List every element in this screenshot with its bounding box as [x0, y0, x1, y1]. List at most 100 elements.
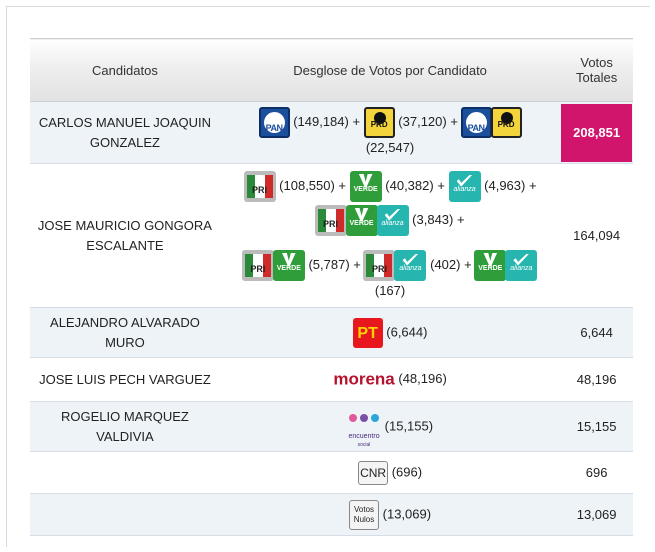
pri-white-stripe: [325, 208, 336, 232]
vote-breakdown: morena (48,196): [220, 358, 560, 402]
total-votes: 48,196: [576, 372, 617, 387]
table-row: CNR (696) 696: [30, 452, 633, 494]
pri-logo-text: PRI: [323, 218, 339, 229]
pt-logo-icon: PT: [352, 317, 383, 348]
verde-logo-text: VERDE: [349, 219, 374, 227]
total-votes: 13,069: [576, 507, 617, 522]
vote-part: (48,196): [398, 371, 447, 387]
pan-logo-icon: PAN: [258, 107, 290, 138]
total-votes-cell: 208,851: [560, 102, 633, 164]
prd-logo-text: PRD: [497, 120, 515, 129]
nulos-text-line2: Nulos: [353, 514, 375, 524]
alianza-logo-text: alianza: [381, 219, 404, 227]
pri-alianza-coalition-icon: PRI alianza: [363, 249, 427, 281]
pri-white-stripe: [252, 253, 263, 277]
pri-verde-alianza-coalition-icon: PRI VERDE alianza: [314, 204, 409, 236]
results-table: Candidatos Desglose de Votos por Candida…: [30, 38, 633, 536]
verde-logo-text: VERDE: [276, 264, 301, 272]
votos-nulos-label-icon: Votos Nulos: [349, 499, 380, 530]
table-row: ROGELIO MARQUEZ VALDIVIA encuentro socia…: [30, 401, 633, 452]
vote-breakdown: PRI (108,550) + VERDE (40,382) + alianza…: [220, 164, 560, 308]
vote-part: (6,644): [386, 323, 428, 339]
pt-logo-text: PT: [357, 324, 378, 342]
candidate-name: [30, 452, 220, 494]
morena-logo-icon: morena: [333, 369, 395, 389]
pri-logo-icon: PRI: [363, 249, 396, 281]
header-votos-totales[interactable]: Votos Totales: [560, 38, 633, 102]
prd-logo-text: PRD: [370, 120, 388, 129]
header-candidatos[interactable]: Candidatos: [30, 38, 220, 102]
pri-green-stripe: [246, 174, 255, 198]
prd-sun-icon: [373, 112, 386, 124]
pan-logo-icon: PAN: [460, 107, 492, 138]
winner-total-badge: 208,851: [561, 103, 632, 162]
pri-red-stripe: [384, 253, 393, 277]
content-frame: [6, 6, 650, 547]
verde-logo-icon: VERDE: [345, 204, 378, 236]
breakdown-line: PRI (108,550) + VERDE (40,382) + alianza…: [220, 170, 560, 202]
alianza-logo-text: alianza: [510, 264, 533, 272]
pri-logo-icon: PRI: [241, 249, 274, 281]
vote-breakdown: CNR (696): [220, 452, 560, 494]
table-row: JOSE MAURICIO GONGORA ESCALANTE PRI (108…: [30, 164, 633, 308]
pan-logo-text: PAN: [265, 123, 283, 133]
verde-logo-icon: VERDE: [272, 249, 305, 281]
total-votes: 164,094: [573, 228, 621, 243]
pri-green-stripe: [366, 253, 375, 277]
verde-alianza-coalition-icon: VERDE alianza: [474, 249, 538, 281]
vote-breakdown: encuentro social (15,155): [220, 402, 560, 452]
encuentro-dot: [371, 413, 380, 422]
vote-part: (3,843) +: [412, 211, 465, 227]
alianza-logo-icon: alianza: [505, 249, 538, 281]
pri-white-stripe: [254, 174, 265, 198]
candidate-name: JOSE MAURICIO GONGORA ESCALANTE: [37, 217, 212, 253]
pri-white-stripe: [374, 253, 385, 277]
breakdown-line: PRI VERDE alianza (3,843) +: [220, 204, 560, 236]
encuentro-dot: [360, 413, 369, 422]
vote-part: (13,069): [382, 505, 432, 521]
pri-logo-text: PRI: [252, 184, 268, 195]
table-row: CARLOS MANUEL JOAQUIN GONZALEZ PAN (149,…: [30, 101, 633, 164]
nulos-text-line1: Votos: [354, 504, 375, 514]
header-votos-line1: Votos: [580, 55, 613, 70]
encuentro-logo-subtext: social: [357, 441, 371, 448]
pri-green-stripe: [317, 208, 326, 232]
candidate-name: ALEJANDRO ALVARADO MURO: [50, 314, 200, 350]
alianza-logo-text: alianza: [453, 185, 476, 193]
vote-breakdown: Votos Nulos (13,069): [220, 494, 560, 536]
vote-part: (40,382) +: [385, 177, 445, 193]
alianza-logo-icon: alianza: [376, 204, 409, 236]
header-desglose[interactable]: Desglose de Votos por Candidato: [219, 38, 561, 102]
pan-prd-coalition-icon: PAN PRD: [460, 107, 522, 138]
candidate-name: JOSE LUIS PECH VARGUEZ: [39, 371, 211, 387]
breakdown-line: PRI VERDE (5,787) + PRI alianza (402) + VE…: [220, 249, 560, 281]
prd-logo-icon: PRD: [490, 107, 522, 138]
header-votos-line2: Totales: [576, 70, 618, 85]
vote-breakdown: PT (6,644): [220, 308, 560, 358]
vote-part: (108,550) +: [279, 177, 347, 193]
alianza-logo-icon: alianza: [448, 170, 481, 202]
cnr-label-icon: CNR: [358, 460, 389, 485]
alianza-logo-text: alianza: [399, 264, 422, 272]
candidate-name: ROGELIO MARQUEZ VALDIVIA: [61, 408, 189, 444]
pri-logo-text: PRI: [371, 263, 387, 274]
vote-part: (149,184) +: [293, 113, 361, 129]
verde-logo-text: VERDE: [478, 264, 503, 272]
vote-breakdown: PAN (149,184) + PRD (37,120) + PAN PRD (2…: [220, 102, 560, 164]
vote-part: (22,547): [365, 140, 415, 155]
pan-logo-text: PAN: [467, 123, 485, 133]
encuentro-logo-text: encuentro: [348, 432, 380, 440]
pri-green-stripe: [244, 253, 253, 277]
candidate-name: CARLOS MANUEL JOAQUIN GONZALEZ: [38, 114, 212, 150]
vote-part: (15,155): [384, 417, 434, 433]
pri-logo-text: PRI: [250, 263, 266, 274]
verde-logo-icon: VERDE: [349, 170, 382, 202]
alianza-logo-icon: alianza: [394, 249, 427, 281]
vote-part: (696): [391, 463, 423, 479]
pri-red-stripe: [262, 253, 271, 277]
vote-part: (4,963) +: [484, 177, 537, 193]
pri-logo-icon: PRI: [243, 170, 276, 202]
verde-logo-icon: VERDE: [474, 249, 507, 281]
vote-part: (37,120) +: [398, 113, 458, 129]
table-header-row: Candidatos Desglose de Votos por Candida…: [30, 38, 633, 102]
